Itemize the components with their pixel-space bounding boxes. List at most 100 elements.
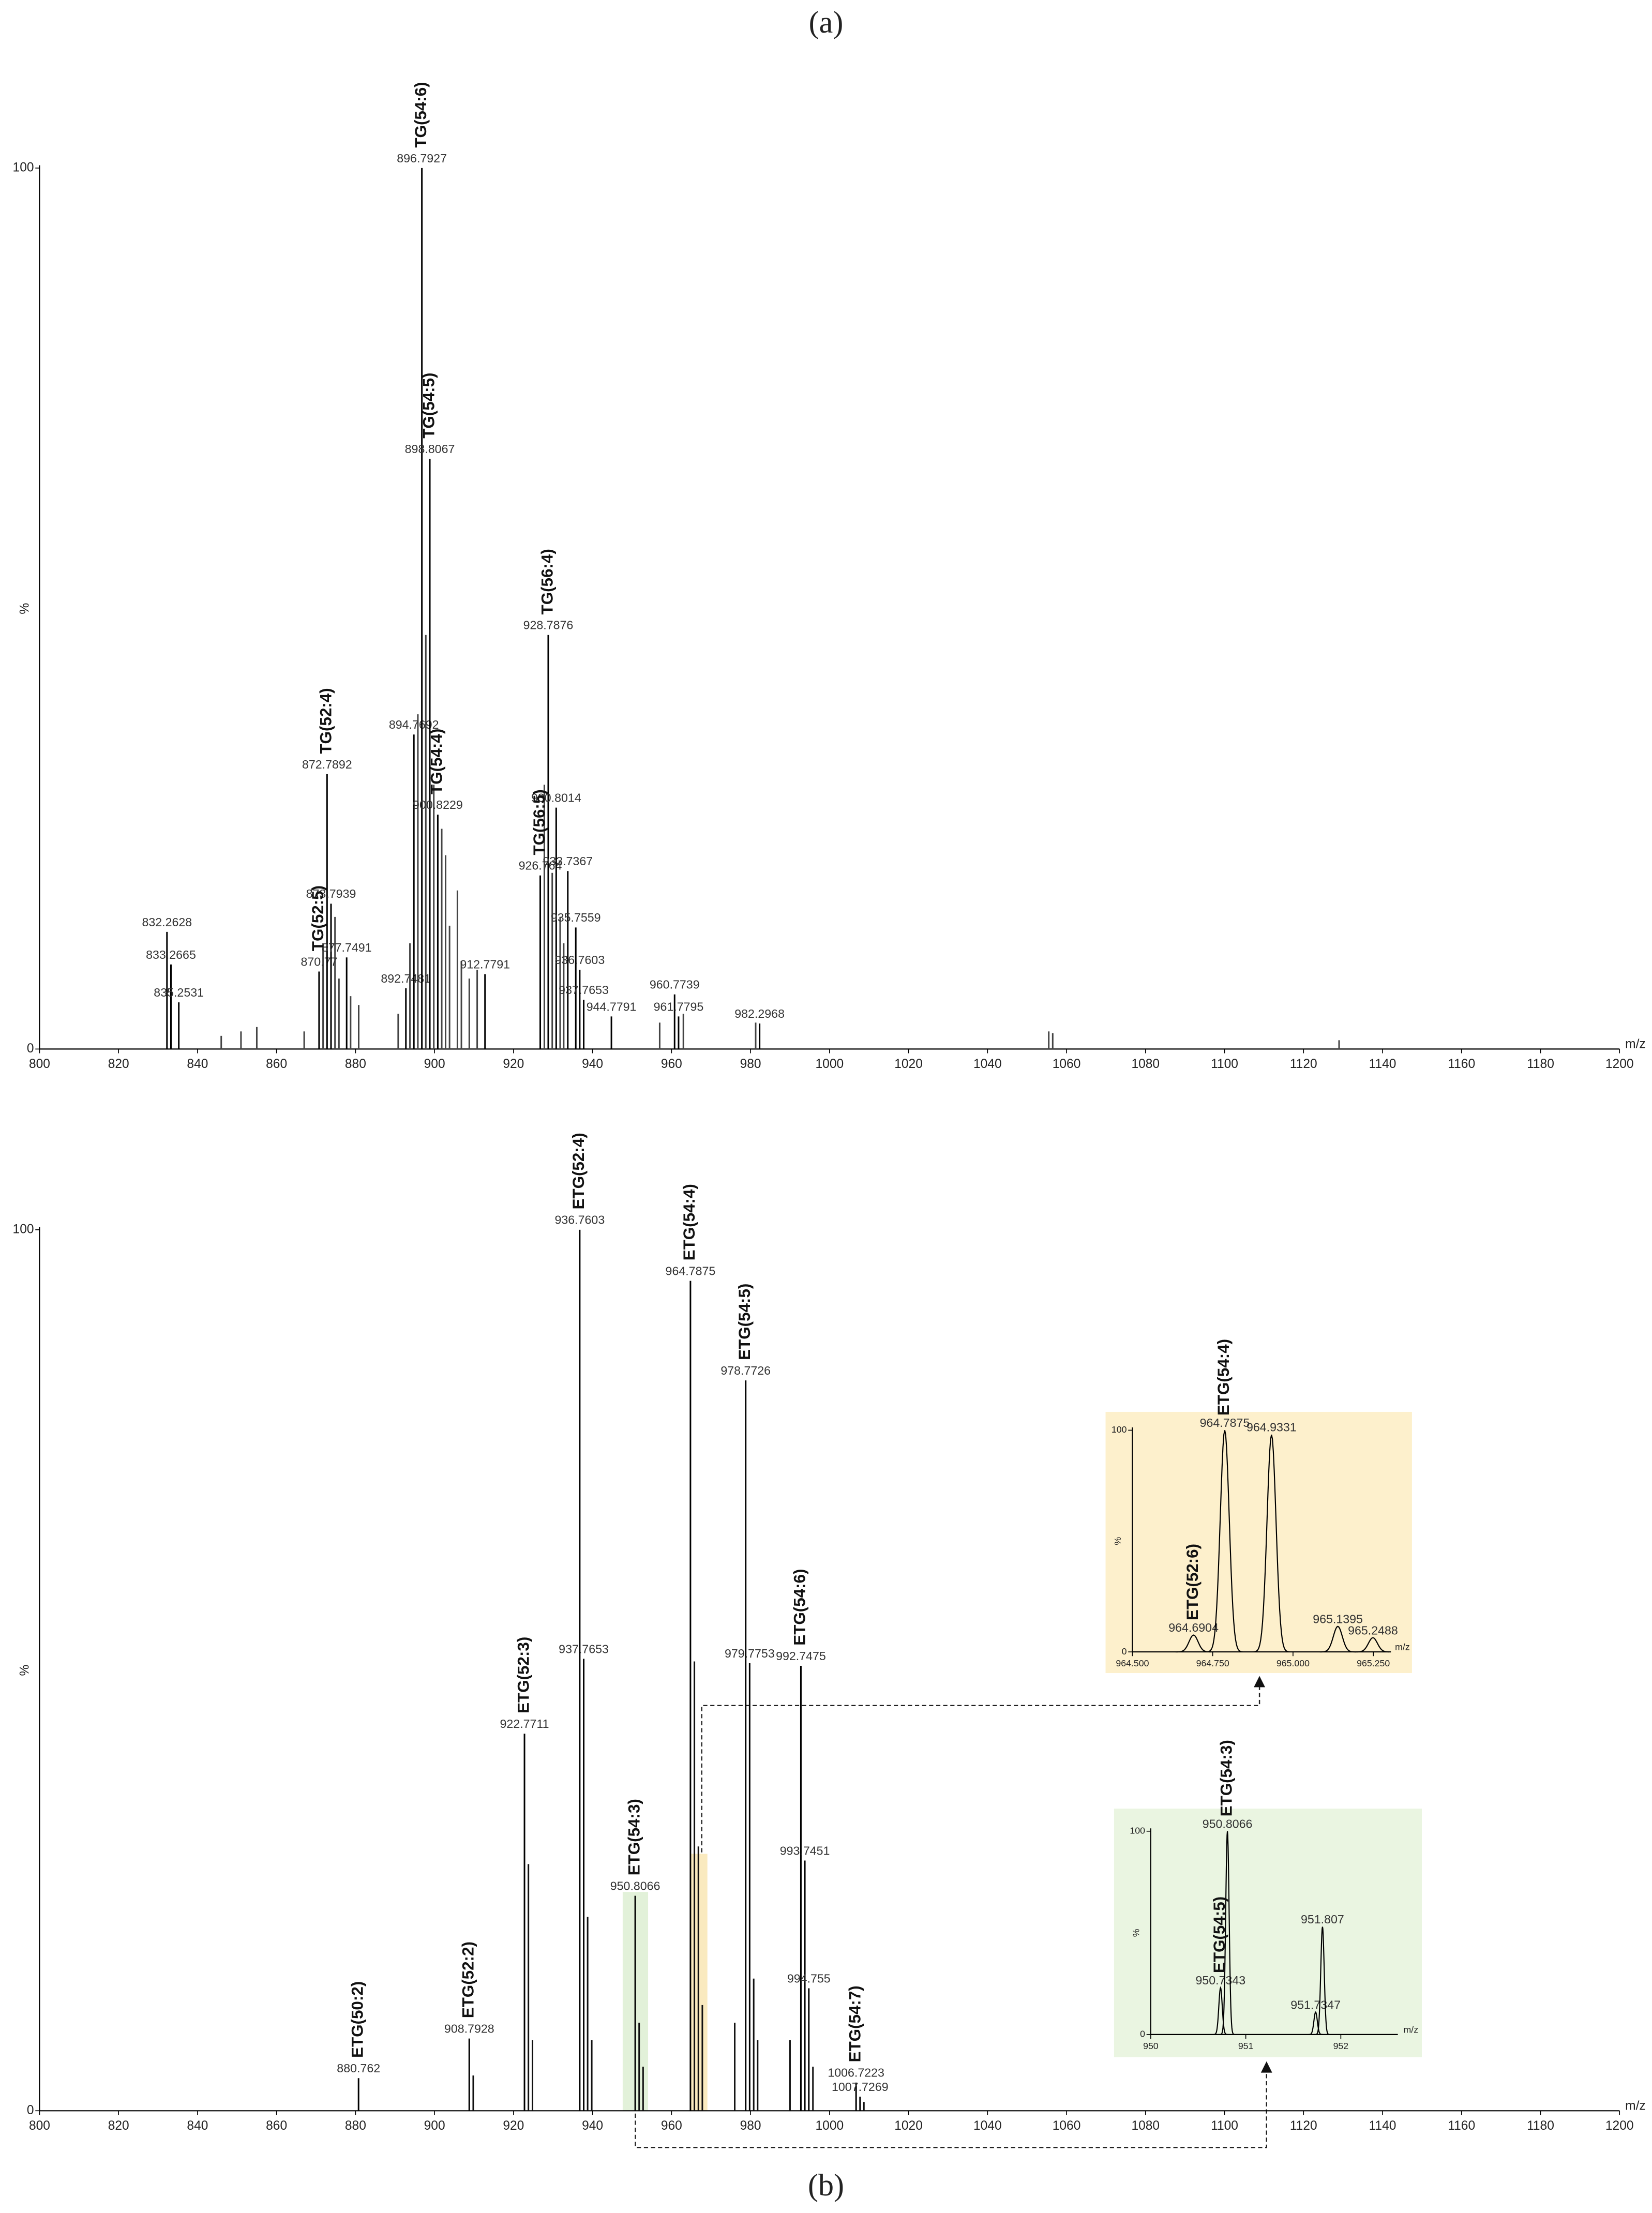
peak-label: 951.7347 — [1290, 1998, 1341, 2011]
y-tick-label: 0 — [1140, 2029, 1145, 2039]
peak-label: 833.2665 — [146, 948, 196, 961]
peak-label: 835.2531 — [154, 986, 204, 999]
y-axis-label: % — [1113, 1537, 1123, 1545]
peak-label: 933.7367 — [543, 854, 593, 868]
x-tick-label: 1020 — [894, 2119, 923, 2133]
y-tick-label: 100 — [13, 160, 34, 174]
x-axis-label: m/z — [1625, 1037, 1646, 1051]
x-tick-label: 1100 — [1211, 1057, 1238, 1071]
x-tick-label: 820 — [108, 2119, 129, 2133]
x-tick-label: 820 — [108, 1057, 129, 1071]
peak-label: 832.2628 — [142, 915, 192, 929]
peak-annotation: TG(54:6) — [412, 82, 430, 147]
x-tick-label: 1080 — [1131, 1057, 1160, 1071]
peak — [1309, 2011, 1323, 2035]
y-tick-label: 100 — [13, 1222, 34, 1236]
x-tick-label: 1180 — [1527, 2119, 1554, 2133]
peak — [1220, 1831, 1235, 2035]
panel-label: (b) — [808, 2167, 844, 2202]
peak — [1355, 1637, 1391, 1653]
x-tick-label: 1080 — [1131, 2119, 1160, 2133]
x-tick-label: 1180 — [1527, 1057, 1554, 1071]
x-tick-label: 860 — [266, 1057, 287, 1071]
peak-label: 900.8229 — [413, 798, 463, 811]
peak-label: 965.2488 — [1348, 1623, 1398, 1637]
peak-label: 992.7475 — [776, 1649, 826, 1663]
x-tick-label: 1000 — [816, 1057, 844, 1071]
peak-annotation: ETG(54:4) — [680, 1184, 698, 1260]
peak-label: 892.7481 — [381, 972, 431, 985]
peak-label: 912.7791 — [460, 958, 510, 971]
x-tick-label: 964.500 — [1116, 1658, 1149, 1668]
x-tick-label: 950 — [1143, 2041, 1159, 2051]
x-tick-label: 1200 — [1605, 2119, 1634, 2133]
peak-annotation: TG(54:4) — [428, 729, 446, 794]
peak-annotation: ETG(52:6) — [1183, 1544, 1202, 1620]
x-tick-label: 1120 — [1290, 2119, 1317, 2133]
peak-annotation: ETG(54:7) — [846, 1985, 864, 2062]
x-tick-label: 940 — [582, 1057, 603, 1071]
peak-annotation: ETG(54:5) — [1210, 1896, 1228, 1973]
peak-label: 993.7451 — [780, 1844, 830, 1857]
peak-annotation: ETG(54:6) — [791, 1569, 809, 1646]
peak-annotation: TG(52:5) — [309, 885, 327, 951]
x-axis-label: m/z — [1395, 1642, 1410, 1652]
x-tick-label: 860 — [266, 2119, 287, 2133]
x-tick-label: 800 — [29, 1057, 50, 1071]
peak-label: 1006.7223 — [828, 2066, 884, 2080]
peak-label: 979.7753 — [725, 1647, 775, 1660]
peak-label: 880.762 — [337, 2061, 380, 2075]
y-tick-label: 0 — [1122, 1646, 1127, 1657]
x-tick-label: 1100 — [1211, 2119, 1238, 2133]
peak-label: 950.8066 — [1203, 1817, 1253, 1830]
x-axis-label: m/z — [1625, 2099, 1646, 2113]
x-tick-label: 960 — [661, 1057, 682, 1071]
peak-label: 873.7939 — [306, 887, 356, 900]
peak-label: 965.1395 — [1313, 1612, 1363, 1625]
peak — [1319, 1625, 1356, 1653]
peak-label: 994.755 — [787, 1971, 831, 1985]
peak — [1253, 1434, 1290, 1653]
y-tick-label: 100 — [1112, 1424, 1127, 1435]
x-tick-label: 980 — [740, 2119, 761, 2133]
x-tick-label: 1200 — [1605, 1057, 1634, 1071]
peak-label: 982.2968 — [734, 1007, 785, 1020]
peak-annotation: TG(56:4) — [538, 549, 556, 614]
peak — [1315, 1926, 1330, 2035]
x-tick-label: 965.000 — [1276, 1658, 1310, 1668]
connector — [701, 1684, 1260, 1853]
x-tick-label: 880 — [345, 2119, 366, 2133]
x-tick-label: 1020 — [894, 1057, 923, 1071]
peak-label: 908.7928 — [444, 2022, 494, 2036]
peak-label: 926.764 — [519, 859, 562, 872]
x-tick-label: 1000 — [816, 2119, 844, 2133]
x-tick-label: 880 — [345, 1057, 366, 1071]
x-tick-label: 1140 — [1369, 1057, 1396, 1071]
x-tick-label: 980 — [740, 1057, 761, 1071]
x-tick-label: 840 — [187, 1057, 208, 1071]
inset-background — [1114, 1809, 1422, 2057]
arrow-head — [1260, 2061, 1272, 2073]
peak-label: 961.7795 — [654, 1000, 704, 1013]
peak-annotation: TG(56:5) — [530, 789, 548, 855]
x-tick-label: 940 — [582, 2119, 603, 2133]
x-tick-label: 920 — [503, 2119, 524, 2133]
peak — [1175, 1634, 1212, 1653]
y-axis-label: % — [18, 603, 32, 614]
peak-label: 872.7892 — [302, 758, 352, 771]
x-tick-label: 965.250 — [1357, 1658, 1390, 1668]
peak-label: 964.7875 — [1200, 1416, 1250, 1429]
y-tick-label: 0 — [27, 2103, 34, 2117]
peak-label: 937.7653 — [559, 1642, 609, 1655]
x-tick-label: 1140 — [1369, 2119, 1396, 2133]
peak-label: 960.7739 — [650, 978, 700, 991]
peak-annotation: TG(54:5) — [419, 372, 438, 438]
peak — [1213, 1986, 1228, 2035]
panel-label: (a) — [809, 5, 844, 39]
x-tick-label: 951 — [1238, 2041, 1254, 2051]
x-tick-label: 900 — [424, 1057, 445, 1071]
peak-annotation: ETG(54:5) — [735, 1284, 754, 1360]
peak-annotation: ETG(52:4) — [569, 1133, 588, 1209]
peak-label: 950.7343 — [1195, 1974, 1245, 1987]
